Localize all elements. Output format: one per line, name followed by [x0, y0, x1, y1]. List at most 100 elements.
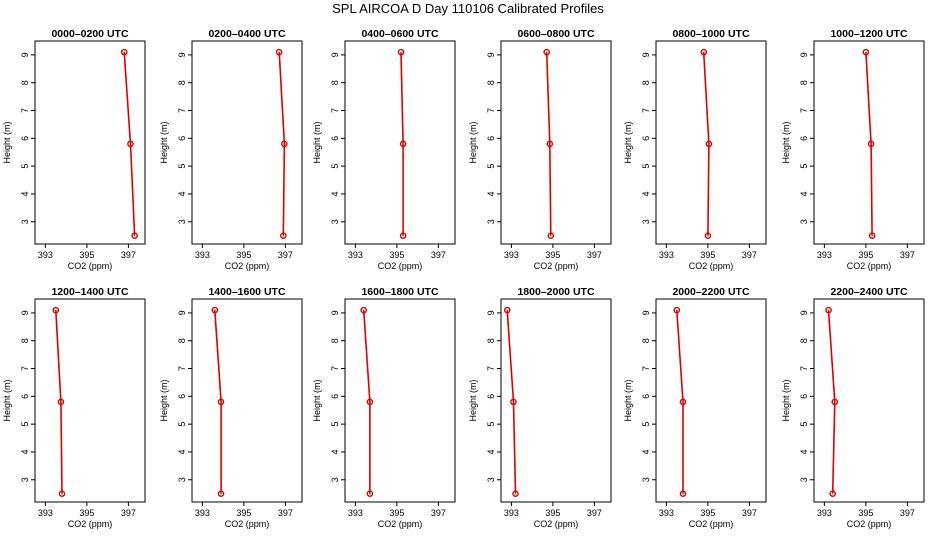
y-tick-label: 5	[177, 422, 187, 427]
y-tick-label: 9	[20, 310, 30, 315]
x-tick-label: 397	[742, 508, 757, 518]
y-tick-label: 9	[330, 310, 340, 315]
data-point	[399, 232, 407, 239]
data-point	[700, 48, 708, 56]
y-tick-label: 6	[330, 136, 340, 141]
x-tick-label: 393	[38, 508, 53, 518]
panel: 0200–0400 UTC 393 395 397 CO2 (ppm) 3 4 5 6 7 8 9 He…	[159, 28, 303, 271]
data-point	[679, 398, 687, 406]
panel-title: 1200–1400 UTC	[51, 286, 128, 298]
y-tick-label: 8	[177, 338, 187, 343]
panel-title: 1600–1800 UTC	[361, 286, 438, 298]
x-tick-label: 393	[38, 250, 53, 260]
plot-frame	[813, 298, 925, 503]
y-tick-label: 9	[799, 310, 809, 315]
plot-frame	[344, 298, 456, 503]
plot-frame	[191, 298, 303, 503]
y-tick-label: 5	[330, 422, 340, 427]
y-tick-label: 7	[330, 366, 340, 371]
y-tick-label: 5	[486, 422, 496, 427]
y-tick-label: 7	[486, 108, 496, 113]
x-tick-label: 395	[700, 250, 715, 260]
y-tick-label: 8	[641, 80, 651, 85]
y-tick-label: 9	[20, 52, 30, 57]
y-tick-label: 3	[20, 477, 30, 482]
y-tick-label: 6	[641, 136, 651, 141]
y-tick-label: 8	[330, 80, 340, 85]
panel: 0000–0200 UTC 393 395 397 CO2 (ppm) 3 4 5 6 7 8 9 He…	[2, 28, 146, 271]
plot-frame	[34, 40, 146, 245]
data-point	[131, 232, 138, 239]
y-tick-label: 5	[799, 422, 809, 427]
y-tick-label: 9	[641, 52, 651, 57]
y-tick-label: 8	[486, 80, 496, 85]
panel-title: 0600–0800 UTC	[517, 28, 594, 40]
x-tick-label: 397	[900, 250, 915, 260]
panel: 1800–2000 UTC 393 395 397 CO2 (ppm) 3 4 5 6 7 8 9 He…	[468, 286, 612, 529]
profile-line	[123, 52, 136, 236]
x-tick-label: 393	[195, 250, 210, 260]
data-point	[366, 490, 374, 497]
y-tick-label: 5	[330, 164, 340, 169]
profile-line	[400, 52, 404, 236]
panel: 1600–1800 UTC 393 395 397 CO2 (ppm) 3 4 5 6 7 8 9 He…	[312, 286, 456, 529]
y-tick-label: 5	[20, 422, 30, 427]
y-tick-label: 5	[177, 164, 187, 169]
y-tick-label: 5	[20, 164, 30, 169]
x-axis-label: CO2 (ppm)	[689, 519, 734, 529]
plot-frame	[34, 298, 146, 503]
y-tick-label: 4	[20, 449, 30, 454]
y-tick-label: 4	[330, 191, 340, 196]
x-tick-label: 393	[504, 250, 519, 260]
y-tick-label: 7	[20, 366, 30, 371]
x-tick-label: 397	[742, 250, 757, 260]
x-tick-label: 395	[700, 508, 715, 518]
y-tick-label: 4	[799, 191, 809, 196]
plot-frame	[344, 40, 456, 245]
data-point	[280, 232, 287, 239]
data-point	[58, 490, 66, 497]
x-tick-label: 393	[195, 508, 210, 518]
y-tick-label: 3	[641, 477, 651, 482]
y-tick-label: 8	[799, 80, 809, 85]
x-axis-label: CO2 (ppm)	[847, 519, 892, 529]
data-point	[397, 48, 405, 56]
data-point	[546, 140, 554, 148]
y-axis-label: Height (m)	[623, 379, 633, 421]
y-tick-label: 6	[486, 394, 496, 399]
panel: 0800–1000 UTC 393 395 397 CO2 (ppm) 3 4 5 6 7 8 9 He…	[623, 28, 767, 271]
data-point	[275, 48, 283, 56]
data-point	[366, 398, 374, 406]
y-tick-label: 3	[330, 477, 340, 482]
y-axis-label: Height (m)	[623, 121, 633, 163]
x-axis-label: CO2 (ppm)	[68, 261, 113, 271]
panel-title: 2200–2400 UTC	[830, 286, 907, 298]
plot-frame	[191, 40, 303, 245]
x-axis-label: CO2 (ppm)	[225, 519, 270, 529]
data-point	[281, 140, 288, 148]
profile-line	[676, 310, 684, 494]
data-point	[547, 232, 555, 239]
y-tick-label: 7	[641, 108, 651, 113]
panel: 1400–1600 UTC 393 395 397 CO2 (ppm) 3 4 5 6 7 8 9 He…	[159, 286, 303, 529]
panel-title: 1800–2000 UTC	[517, 286, 594, 298]
y-tick-label: 7	[20, 108, 30, 113]
panel-title: 2000–2200 UTC	[672, 286, 749, 298]
x-axis-label: CO2 (ppm)	[534, 261, 579, 271]
x-axis-label: CO2 (ppm)	[534, 519, 579, 529]
data-point	[868, 232, 876, 239]
panel: 2000–2200 UTC 393 395 397 CO2 (ppm) 3 4 5 6 7 8 9 He…	[623, 286, 767, 529]
y-tick-label: 7	[177, 108, 187, 113]
profile-line	[545, 52, 552, 236]
panel: 1200–1400 UTC 393 395 397 CO2 (ppm) 3 4 5 6 7 8 9 He…	[2, 286, 146, 529]
x-tick-label: 393	[504, 508, 519, 518]
y-tick-label: 6	[20, 136, 30, 141]
profile-line	[278, 52, 286, 236]
profile-line	[55, 310, 63, 494]
y-tick-label: 8	[20, 80, 30, 85]
x-tick-label: 393	[348, 508, 363, 518]
x-tick-label: 397	[278, 250, 293, 260]
profile-line	[702, 52, 710, 236]
x-tick-label: 393	[817, 250, 832, 260]
